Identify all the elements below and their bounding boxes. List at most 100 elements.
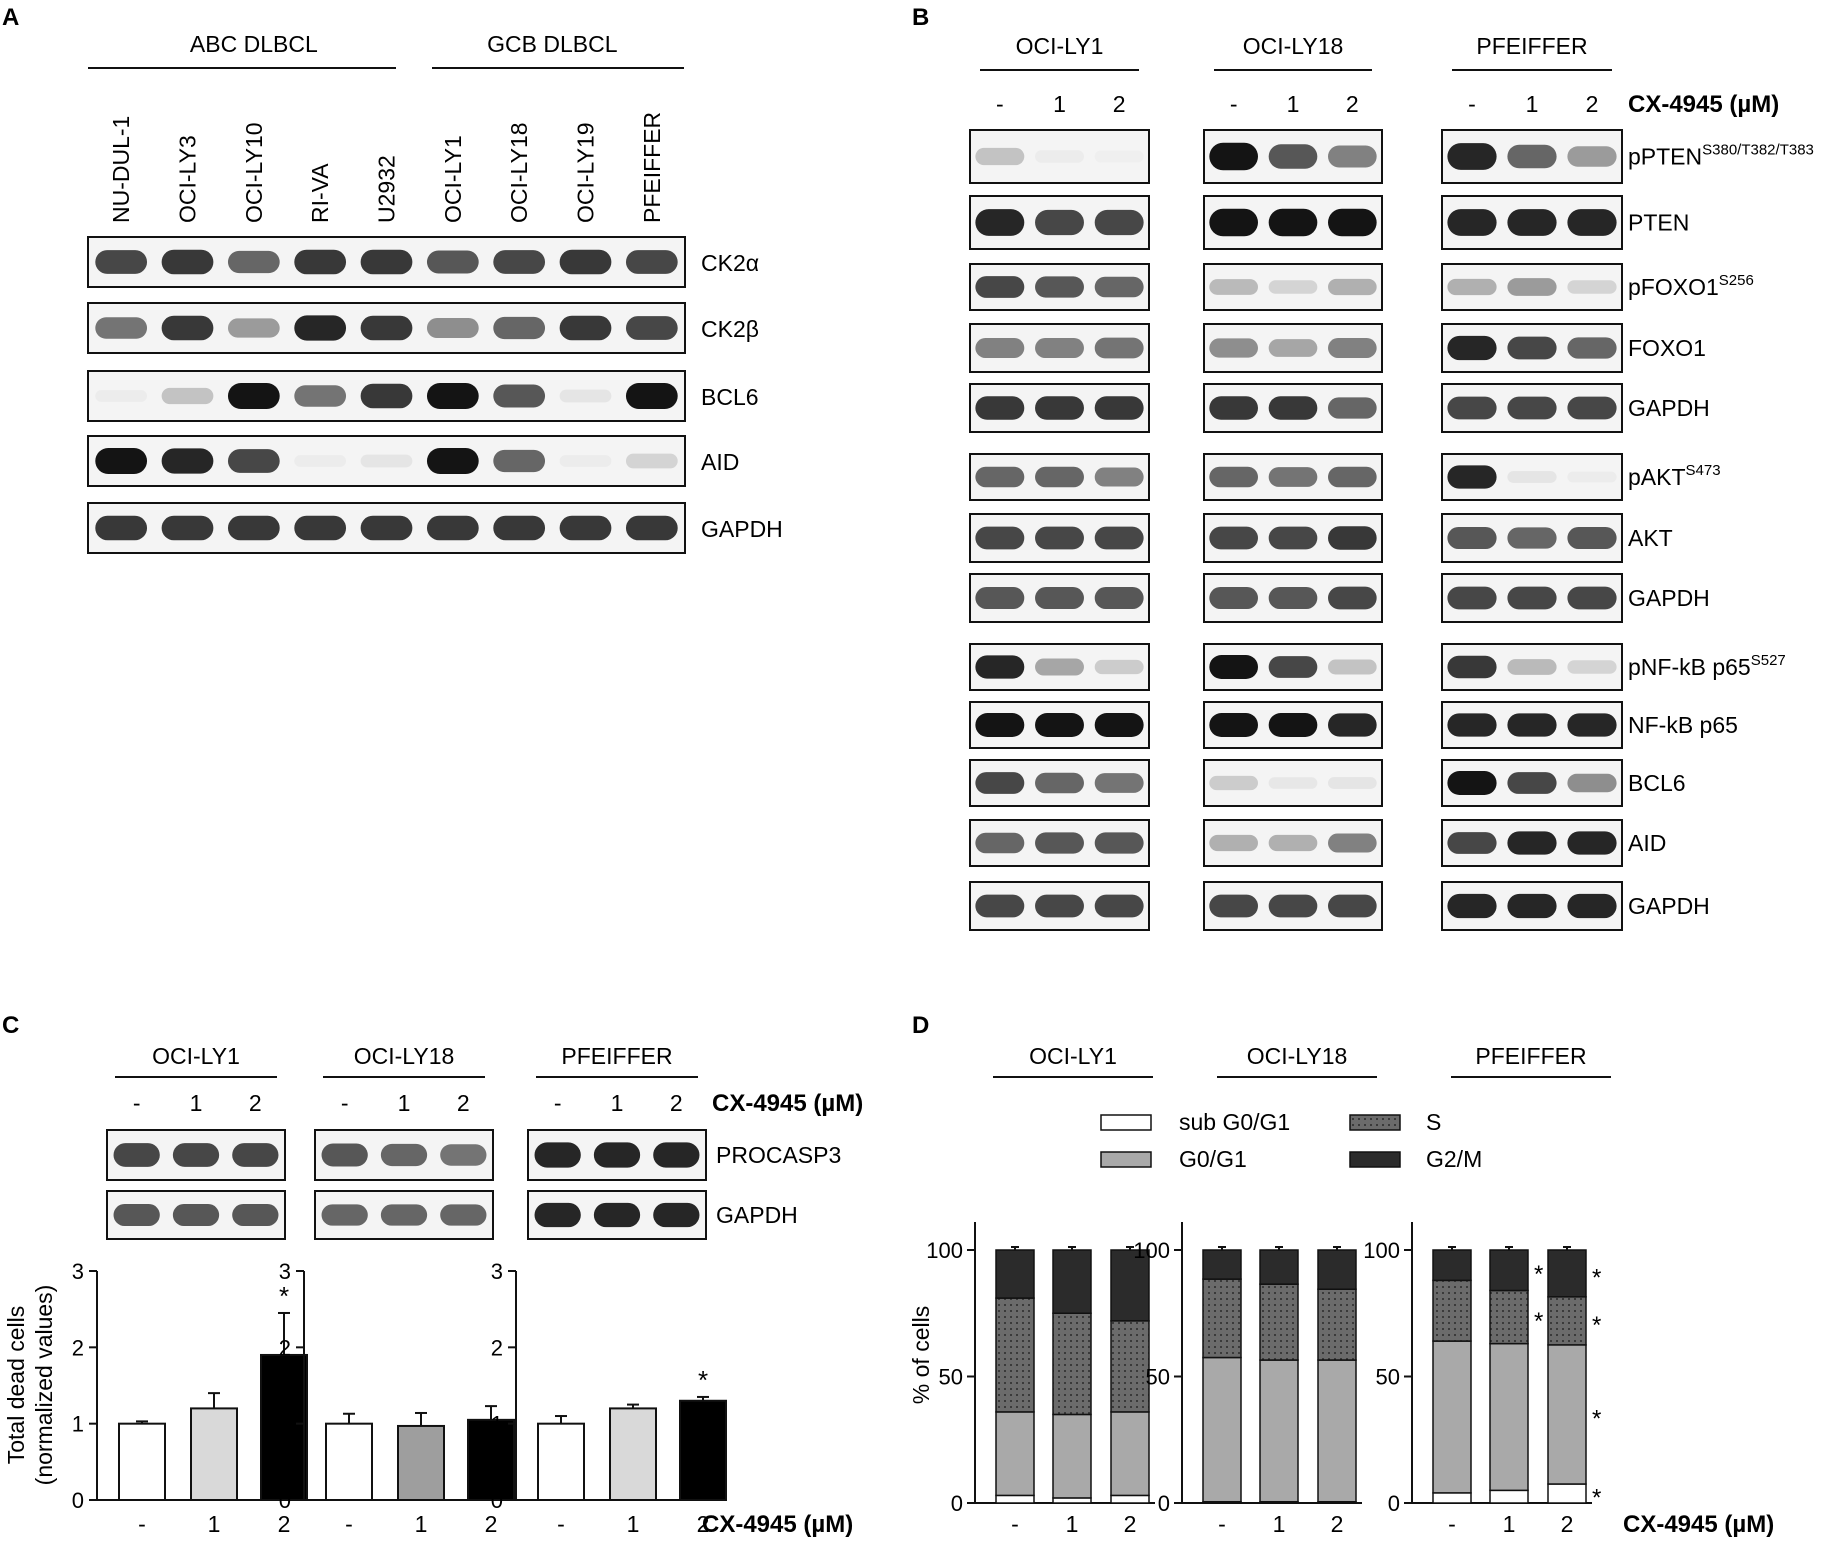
cell-line-label: RI-VA [307,163,333,223]
blot-band [360,515,413,541]
blot-label-superscript: S380/T382/T383 [1702,142,1814,159]
stack-segment-g0g1 [995,1411,1035,1497]
blot-band [975,147,1025,166]
blot-band [1035,832,1084,854]
blot-row-ck2α [87,236,686,288]
stack-segment-s [1202,1278,1242,1359]
stack-segment-g2m [1432,1249,1472,1282]
blot-band [172,1143,220,1167]
blot-ppten [969,129,1150,184]
blot-band [1507,396,1557,420]
stack-segment-sub_g0g1 [1547,1483,1587,1504]
cell-line-title: OCI-LY1 [1016,33,1104,59]
blot-row-ck2β [87,302,686,354]
stack-segment-sub_g0g1 [995,1494,1035,1504]
blot-gapdh [969,383,1150,433]
blot-label: GAPDH [1628,585,1710,611]
panel-a-western-blot: ABC DLBCL GCB DLBCL NU-DUL-1 OCI-LY3 OCI-LY1… [87,31,783,554]
blot-band [975,209,1025,236]
blot-band [1035,466,1084,488]
bar [537,1422,585,1501]
blot-band [1447,335,1497,361]
x-tick-label: 1 [627,1511,640,1537]
blot-band [1094,894,1144,918]
blot-band [1268,144,1318,169]
blot-band [161,515,214,541]
blot-band [1447,586,1497,610]
blot-band [1209,713,1258,737]
panel-letter-d: D [912,1012,929,1039]
cell-line-title: OCI-LY18 [1243,33,1344,59]
blot-band [593,1202,641,1228]
stack-segment-g2m [1489,1249,1529,1292]
blot-band [975,713,1025,737]
y-tick-label: 3 [72,1259,84,1284]
blot-band [1209,142,1258,171]
blot-band [1268,467,1318,487]
cell-line-label: OCI-LY18 [506,122,532,223]
blot-band [161,249,214,275]
blot-foxo1 [969,323,1150,373]
stack-segment-g0g1 [1317,1359,1357,1503]
dead-cells-chart-oci-ly1: 0 1 2 3 - 1 * 2 [72,1259,308,1537]
x-tick-label: 2 [1561,1511,1574,1537]
bar [679,1399,727,1502]
blot-band [1328,586,1377,610]
cell-line-title: OCI-LY18 [1247,1043,1348,1069]
blot-row-aid [87,435,686,487]
x-axis-label: CX-4945 (µM) [1623,1511,1774,1538]
blot-band [1035,772,1084,794]
blot-gapdh [314,1190,494,1240]
blot-band [1328,833,1377,853]
blot-band [1507,893,1557,919]
blot-label: GAPDH [1628,395,1710,421]
blot-band [1035,338,1084,358]
significance-star: * [1592,1312,1601,1339]
blot-procasp3 [527,1129,707,1181]
blot-akt [969,513,1150,563]
stack-segment-g0g1 [1259,1359,1299,1503]
stack-segment-g2m [1110,1249,1150,1322]
y-tick-label: 100 [1363,1238,1400,1263]
blot-gapdh [1441,573,1623,623]
blot-procasp3 [106,1129,286,1181]
panel-d-cell-cycle-chart: OCI-LY1 0 50 100 - 1 2 OCI-LY18 0 50 100 - 1 2 PFEIFFE… [908,1043,1774,1538]
legend-swatch [1100,1114,1152,1131]
blot-band [161,448,214,474]
blot-band [1094,659,1144,675]
x-tick-label: 1 [1503,1511,1516,1537]
blot-label: AKT [1628,525,1673,551]
blot-band [1094,526,1144,550]
group-label: ABC DLBCL [190,31,318,57]
significance-star: * [1592,1405,1601,1432]
blot-band [360,383,413,409]
blot-gapdh [527,1190,707,1240]
significance-star: * [279,1281,289,1311]
blot-aid [1441,819,1623,867]
blot-band [1507,144,1557,169]
blot-foxo1 [1203,323,1383,373]
blot-band [1447,832,1497,854]
dose-label: 2 [457,1090,470,1116]
blot-band [1567,280,1617,294]
blot-band [1447,465,1497,489]
x-tick-label: 1 [415,1511,428,1537]
cell-line-label: PFEIFFER [639,112,665,223]
blot-akt [1441,513,1623,563]
blot-band [1268,280,1318,294]
blot-band [559,249,612,275]
stack-segment-s [995,1297,1035,1413]
blot-band [360,249,413,275]
blot-pten [1203,195,1383,250]
blot-row-bcl6 [87,370,686,422]
blot-label: AID [701,449,739,475]
blot-band [1094,209,1144,236]
blot-pfoxo1 [969,263,1150,311]
blot-ppten [1441,129,1623,184]
blot-band [95,390,148,402]
blot-band [227,250,280,274]
x-tick-label: 1 [208,1511,221,1537]
panel-b-western-blot: OCI-LY1 - 1 2 OCI-LY18 - 1 2 PFEIFFER - 1 2 CX-4945 … [969,33,1814,931]
blot-procasp3 [314,1129,494,1181]
blot-band [493,250,546,274]
